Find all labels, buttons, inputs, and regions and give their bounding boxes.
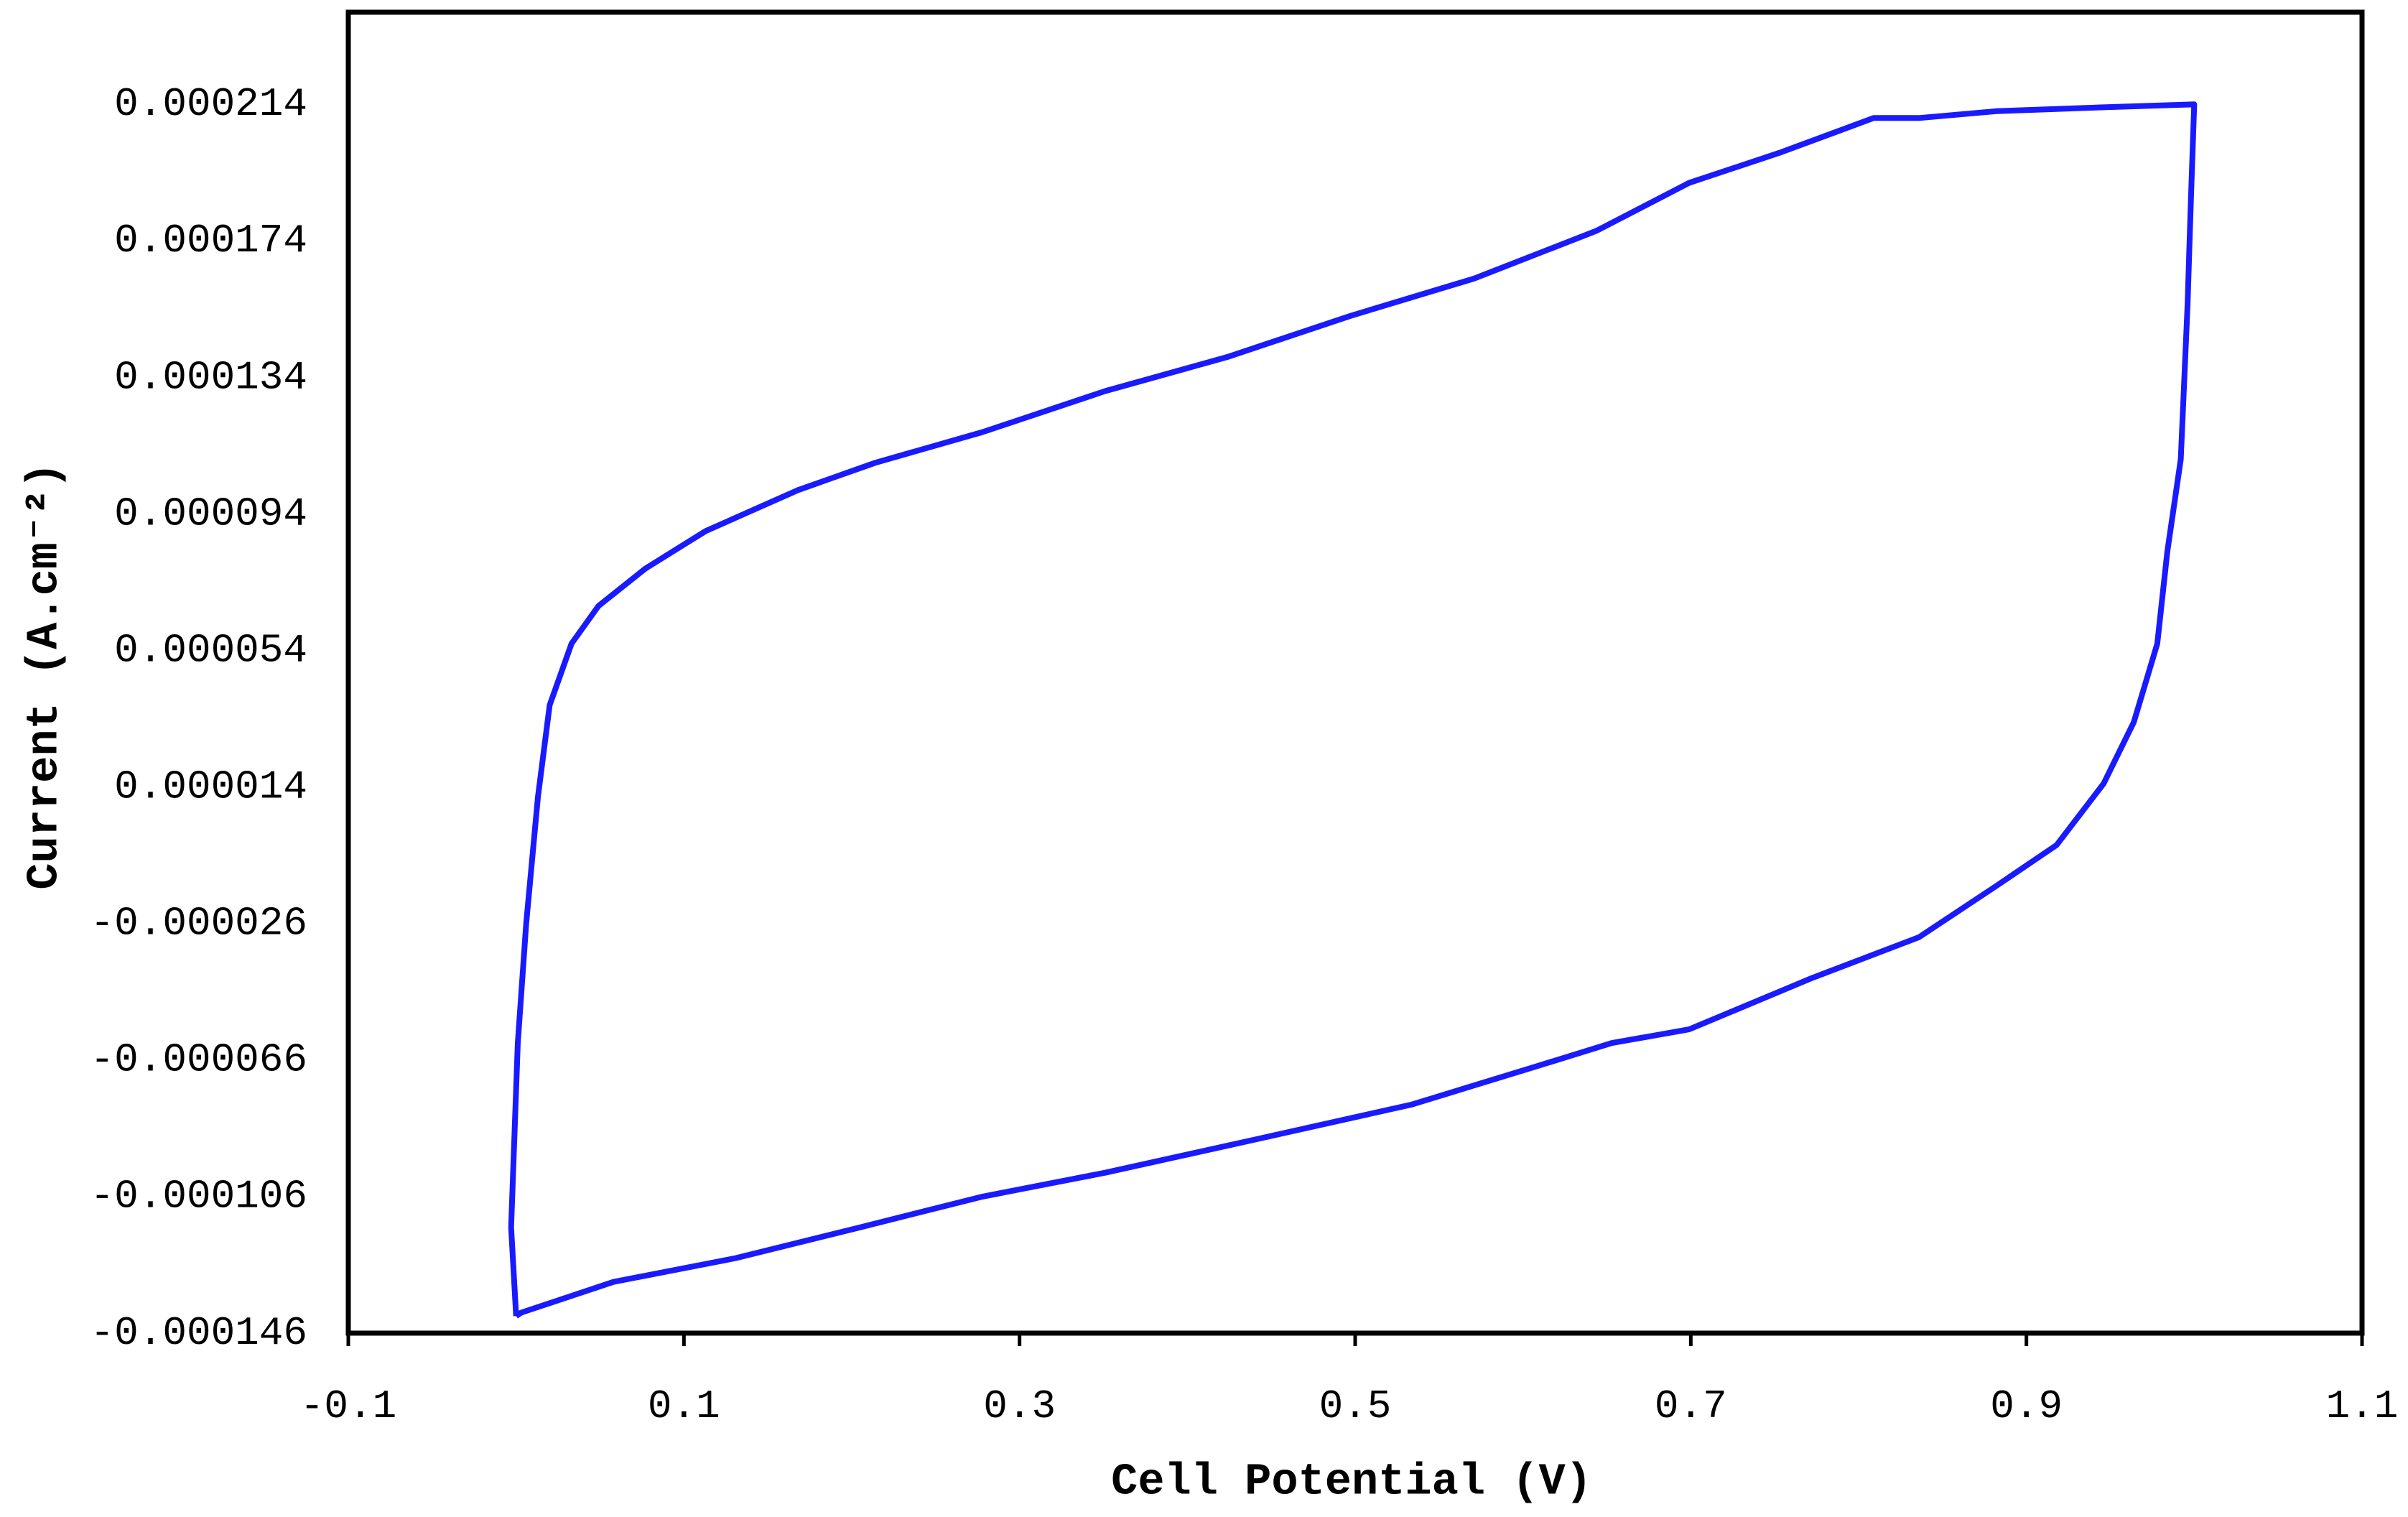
x-tick-label: 0.7 xyxy=(1655,1383,1727,1429)
y-tick-label: 0.000054 xyxy=(114,627,307,673)
y-axis-title: Current (A.cm⁻²) xyxy=(19,462,70,889)
y-tick-label: 0.000094 xyxy=(114,491,307,537)
x-tick-label: 0.1 xyxy=(648,1383,720,1429)
plot-frame xyxy=(345,9,2365,1336)
y-tick-label: 0.000214 xyxy=(114,81,307,127)
y-tick-label: -0.000066 xyxy=(90,1037,307,1083)
y-tick-label: -0.000026 xyxy=(90,901,307,947)
x-axis-title: Cell Potential (V) xyxy=(1111,1456,1592,1507)
x-tick-label: 0.9 xyxy=(1990,1383,2063,1429)
y-tick-label: -0.000106 xyxy=(90,1174,307,1220)
x-tick-label: -0.1 xyxy=(300,1383,396,1429)
y-tick-label: 0.000134 xyxy=(114,354,307,400)
x-tick-label: 1.1 xyxy=(2326,1383,2399,1429)
x-tick-label: 0.3 xyxy=(983,1383,1056,1429)
data-line xyxy=(508,101,2198,1319)
y-tick-label: -0.000146 xyxy=(90,1310,307,1356)
y-tick-label: 0.000174 xyxy=(114,218,307,264)
x-tick-label: 0.5 xyxy=(1319,1383,1392,1429)
y-tick-label: 0.000014 xyxy=(114,764,307,809)
